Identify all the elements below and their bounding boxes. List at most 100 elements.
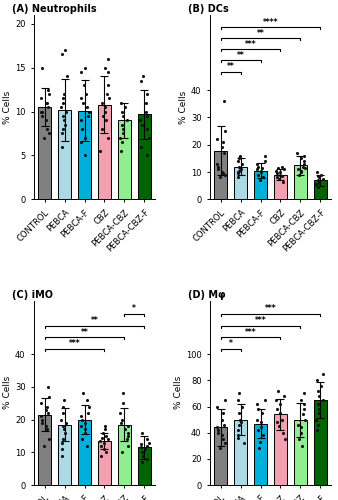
Point [318, 170, 323, 178]
Point [314, 416, 319, 424]
Bar [274, 414, 287, 485]
Point [102, 108, 107, 116]
Point [105, 435, 111, 443]
Point [59, 103, 64, 111]
Point [278, 168, 283, 176]
Point [316, 400, 321, 408]
Point [220, 435, 225, 443]
Point [236, 409, 242, 417]
Point [137, 116, 143, 124]
Point [144, 442, 150, 450]
Point [82, 64, 87, 72]
Point [59, 452, 65, 460]
Point [301, 157, 307, 165]
Point [62, 116, 67, 124]
Point [301, 405, 307, 413]
Point [146, 134, 151, 142]
Point [60, 112, 66, 120]
Point [125, 428, 130, 436]
Point [103, 448, 109, 456]
Point [235, 426, 241, 434]
Point [46, 90, 52, 98]
Point [300, 410, 306, 418]
Point [84, 396, 90, 404]
Point [125, 422, 131, 430]
Point [60, 99, 66, 107]
Point [317, 178, 322, 186]
Point [59, 445, 65, 453]
Point [217, 444, 222, 452]
Point [100, 434, 105, 442]
Point [78, 94, 84, 102]
Point [98, 147, 103, 155]
Point [318, 382, 323, 390]
Point [78, 68, 84, 76]
Point [101, 445, 106, 453]
Bar [38, 107, 51, 200]
Point [254, 400, 260, 408]
Point [78, 116, 83, 124]
Point [255, 170, 261, 178]
Point [239, 160, 244, 168]
Point [143, 108, 149, 116]
Point [298, 424, 304, 432]
Point [235, 157, 240, 165]
Point [214, 424, 220, 432]
Text: (B) DCs: (B) DCs [188, 4, 229, 14]
Text: **: ** [81, 328, 89, 336]
Point [301, 152, 307, 160]
Point [299, 442, 305, 450]
Point [146, 438, 151, 446]
Point [120, 400, 125, 407]
Point [214, 160, 220, 168]
Point [138, 440, 143, 448]
Point [120, 112, 126, 120]
Point [238, 166, 244, 173]
Bar [254, 170, 267, 200]
Point [219, 144, 224, 152]
Point [80, 390, 86, 398]
Point [100, 112, 105, 120]
Point [102, 103, 107, 111]
Point [276, 422, 282, 430]
Point [99, 99, 104, 107]
Point [320, 370, 325, 378]
Point [105, 68, 111, 76]
Point [81, 81, 87, 89]
Point [314, 376, 320, 384]
Point [254, 166, 259, 173]
Point [301, 390, 307, 398]
Point [316, 409, 321, 417]
Text: ***: *** [255, 316, 266, 325]
Point [221, 421, 227, 429]
Point [61, 94, 66, 102]
Point [281, 392, 287, 400]
Point [59, 50, 65, 58]
Point [83, 152, 88, 160]
Point [119, 416, 124, 424]
Point [296, 170, 301, 178]
Point [45, 86, 50, 94]
Point [144, 99, 149, 107]
Point [294, 149, 299, 157]
Point [60, 435, 66, 443]
Point [259, 166, 264, 174]
Point [100, 125, 105, 133]
Point [40, 64, 45, 72]
Point [255, 426, 261, 434]
Point [86, 112, 91, 120]
Point [259, 409, 264, 417]
Point [41, 442, 46, 450]
Point [262, 157, 267, 165]
Point [84, 103, 90, 111]
Point [314, 168, 320, 176]
Point [83, 419, 88, 427]
Point [238, 418, 244, 426]
Point [144, 125, 149, 133]
Point [320, 396, 326, 404]
Point [280, 416, 285, 424]
Point [43, 422, 48, 430]
Y-axis label: % Cells: % Cells [3, 90, 12, 124]
Point [39, 419, 44, 427]
Point [274, 170, 280, 177]
